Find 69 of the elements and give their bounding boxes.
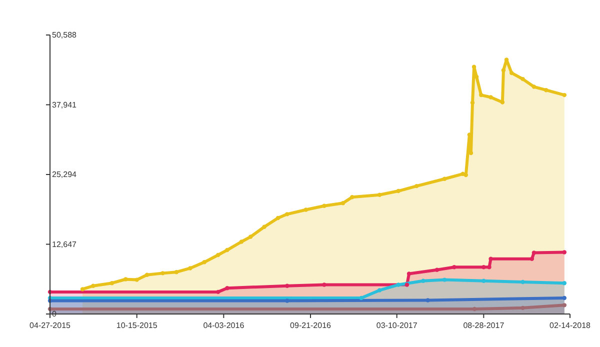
y-tick-label: 25,294 xyxy=(52,170,78,180)
point xyxy=(470,100,475,105)
point xyxy=(488,95,493,100)
point xyxy=(124,277,128,282)
point xyxy=(322,282,326,287)
point xyxy=(285,298,290,303)
point xyxy=(520,76,525,82)
point xyxy=(406,272,412,276)
point xyxy=(188,266,192,270)
point xyxy=(225,248,230,252)
y-tick-label: 37,941 xyxy=(52,100,78,110)
point xyxy=(216,252,220,258)
point xyxy=(377,288,382,292)
point xyxy=(248,234,253,239)
point xyxy=(359,296,364,300)
point xyxy=(396,282,400,287)
point xyxy=(421,278,426,284)
point xyxy=(285,212,290,216)
point xyxy=(442,176,447,181)
point xyxy=(562,250,567,254)
point xyxy=(304,208,308,212)
point xyxy=(144,272,150,277)
point xyxy=(562,303,567,308)
x-tick-label: 08-28-2017 xyxy=(463,321,505,330)
x-tick-label: 09-21-2016 xyxy=(290,321,332,330)
point xyxy=(562,281,567,286)
point xyxy=(340,201,346,206)
point xyxy=(544,88,548,92)
y-tick-label: 12,647 xyxy=(52,240,78,249)
x-tick-label: 10-15-2015 xyxy=(116,321,158,330)
point xyxy=(225,286,230,290)
point xyxy=(500,100,505,104)
x-tick-label: 04-27-2015 xyxy=(30,321,72,330)
point xyxy=(414,184,419,188)
point xyxy=(134,278,139,282)
point xyxy=(404,282,410,287)
point xyxy=(452,265,456,270)
point xyxy=(530,256,534,261)
point xyxy=(562,92,567,98)
point xyxy=(174,270,179,274)
point xyxy=(202,260,206,264)
point xyxy=(509,70,514,76)
point xyxy=(532,84,536,89)
point xyxy=(91,284,96,288)
point xyxy=(262,224,266,229)
point xyxy=(482,278,486,284)
point xyxy=(532,250,536,255)
point xyxy=(434,268,440,272)
point xyxy=(520,280,525,284)
point xyxy=(520,306,525,310)
point xyxy=(239,240,244,244)
point xyxy=(160,271,165,276)
point xyxy=(322,204,326,208)
point xyxy=(488,256,493,261)
point xyxy=(80,287,85,292)
point xyxy=(350,194,354,200)
point xyxy=(479,92,484,98)
y-tick-label: 50,588 xyxy=(52,30,78,40)
point xyxy=(501,68,506,72)
point xyxy=(426,298,430,302)
point xyxy=(276,216,280,220)
x-tick-label: 03-10-2017 xyxy=(376,321,418,330)
point xyxy=(285,284,290,288)
point xyxy=(110,281,114,286)
point xyxy=(482,265,486,270)
point xyxy=(487,265,492,270)
x-tick-label: 04-03-2016 xyxy=(203,321,245,330)
x-tick-label: 02-14-2018 xyxy=(550,321,592,330)
point xyxy=(396,188,400,194)
